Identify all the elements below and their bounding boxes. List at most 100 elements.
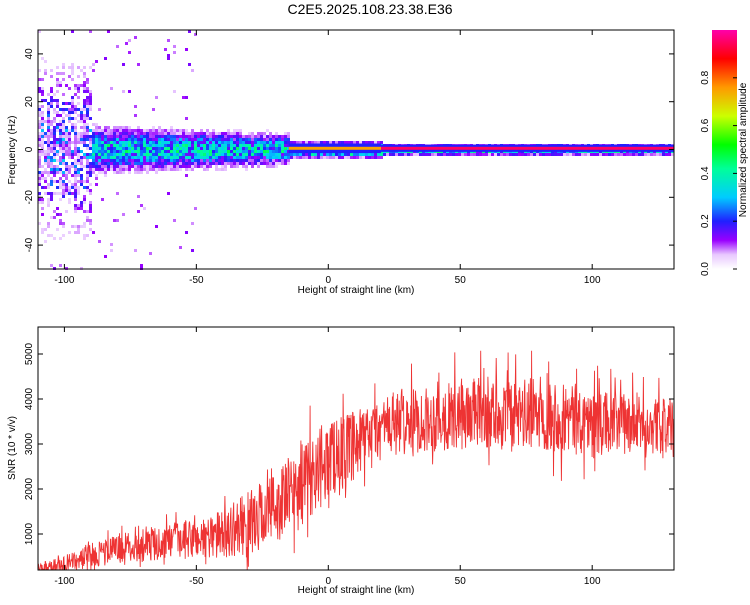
spectrogram-cell bbox=[71, 96, 74, 99]
spectrogram-cell bbox=[347, 156, 350, 159]
spectrogram-cell bbox=[227, 138, 230, 141]
spectrogram-cell bbox=[146, 138, 149, 141]
spectrogram-cell bbox=[59, 237, 62, 240]
spectrogram-cell bbox=[38, 141, 41, 144]
spectrogram-cell bbox=[104, 144, 107, 147]
spectrogram-cell bbox=[314, 141, 317, 144]
spectrogram-cell bbox=[305, 156, 308, 159]
spectrogram-cell bbox=[245, 135, 248, 138]
spectrogram-cell bbox=[221, 153, 224, 156]
spectrogram-cell bbox=[146, 141, 149, 144]
spectrogram-cell bbox=[149, 144, 152, 147]
spectrogram-cell bbox=[110, 129, 113, 132]
spectrogram-cell bbox=[119, 141, 122, 144]
spectrogram-cell bbox=[215, 153, 218, 156]
spectrogram-cell bbox=[50, 171, 53, 174]
spectrogram-cell bbox=[38, 126, 41, 129]
spectrogram-cell bbox=[59, 222, 62, 225]
spectrogram-cell bbox=[263, 147, 266, 150]
spectrogram-cell bbox=[206, 156, 209, 159]
spectrogram-cell bbox=[86, 135, 89, 138]
spectrogram-cell bbox=[74, 138, 77, 141]
spectrogram-cell bbox=[134, 156, 137, 159]
spectrogram-cell bbox=[59, 150, 62, 153]
spectrogram-cell bbox=[68, 117, 71, 120]
spectrogram-cell bbox=[662, 153, 665, 156]
spectrogram-cell bbox=[245, 165, 248, 168]
spectrogram-cell bbox=[599, 153, 602, 156]
spectrogram-cell bbox=[245, 150, 248, 153]
spectrogram-cell bbox=[233, 159, 236, 162]
spectrogram-cell bbox=[179, 168, 182, 171]
spectrogram-cell bbox=[338, 156, 341, 159]
spectrogram-cell bbox=[374, 141, 377, 144]
spectrogram-cell bbox=[131, 141, 134, 144]
spectrogram-cell bbox=[257, 141, 260, 144]
spectrogram-cell bbox=[41, 177, 44, 180]
spectrogram-cell bbox=[134, 132, 137, 135]
spectrogram-cell bbox=[110, 141, 113, 144]
spectrogram-cell bbox=[182, 96, 185, 99]
spectrogram-cell bbox=[92, 147, 95, 150]
spectrogram-cell bbox=[44, 132, 47, 135]
spectrogram-cell bbox=[47, 225, 50, 228]
spectrogram-cell bbox=[95, 135, 98, 138]
spectrogram-cell bbox=[248, 162, 251, 165]
spectrogram-cell bbox=[227, 159, 230, 162]
spectrogram-cell bbox=[62, 174, 65, 177]
spectrogram-cell bbox=[86, 129, 89, 132]
spectrogram-cell bbox=[191, 168, 194, 171]
spectrogram-cell bbox=[86, 114, 89, 117]
spectrogram-cell bbox=[62, 192, 65, 195]
spectrogram-cell bbox=[227, 129, 230, 132]
spectrogram-cell bbox=[179, 153, 182, 156]
spectrogram-cell bbox=[92, 144, 95, 147]
spectrogram-cell bbox=[74, 198, 77, 201]
spectrogram-cell bbox=[302, 141, 305, 144]
spectrogram-cell bbox=[272, 153, 275, 156]
spectrogram-cell bbox=[89, 162, 92, 165]
spectrogram-cell bbox=[215, 141, 218, 144]
spectrogram-cell bbox=[161, 132, 164, 135]
spectrogram-cell bbox=[254, 138, 257, 141]
spectrogram-cell bbox=[197, 132, 200, 135]
spectrogram-cell bbox=[119, 150, 122, 153]
spectrogram-cell bbox=[110, 249, 113, 252]
spectrogram-cell bbox=[248, 135, 251, 138]
spectrogram-cell bbox=[68, 141, 71, 144]
spectrogram-cell bbox=[107, 162, 110, 165]
colorbar-tick-label: 0.4 bbox=[700, 166, 711, 180]
y-tick-label: -20 bbox=[24, 190, 35, 205]
spectrogram-cell bbox=[275, 165, 278, 168]
spectrogram-cell bbox=[296, 141, 299, 144]
spectrogram-cell bbox=[89, 171, 92, 174]
spectrogram-cell bbox=[68, 165, 71, 168]
spectrogram-cell bbox=[155, 129, 158, 132]
spectrogram-cell bbox=[143, 132, 146, 135]
spectrogram-cell bbox=[233, 144, 236, 147]
spectrogram-cell bbox=[83, 201, 86, 204]
spectrogram-cell bbox=[80, 141, 83, 144]
spectrogram-cell bbox=[122, 132, 125, 135]
spectrogram-cell bbox=[161, 165, 164, 168]
spectrogram-cell bbox=[158, 168, 161, 171]
spectrogram-cell bbox=[287, 144, 290, 147]
spectrogram-cell bbox=[275, 153, 278, 156]
spectrogram-cell bbox=[266, 144, 269, 147]
spectrogram-cell bbox=[59, 120, 62, 123]
spectrogram-cell bbox=[311, 141, 314, 144]
spectrogram-cell bbox=[197, 144, 200, 147]
spectrogram-cell bbox=[98, 129, 101, 132]
spectrogram-cell bbox=[380, 156, 383, 159]
spectrogram-cell bbox=[134, 135, 137, 138]
spectrogram-cell bbox=[38, 198, 41, 201]
spectrogram-cell bbox=[206, 162, 209, 165]
spectrogram-cell bbox=[281, 156, 284, 159]
spectrogram-cell bbox=[443, 153, 446, 156]
spectrogram-cell bbox=[134, 153, 137, 156]
spectrogram-cell bbox=[140, 159, 143, 162]
spectrogram-cell bbox=[80, 201, 83, 204]
spectrogram-cell bbox=[41, 132, 44, 135]
spectrogram-cell bbox=[113, 150, 116, 153]
